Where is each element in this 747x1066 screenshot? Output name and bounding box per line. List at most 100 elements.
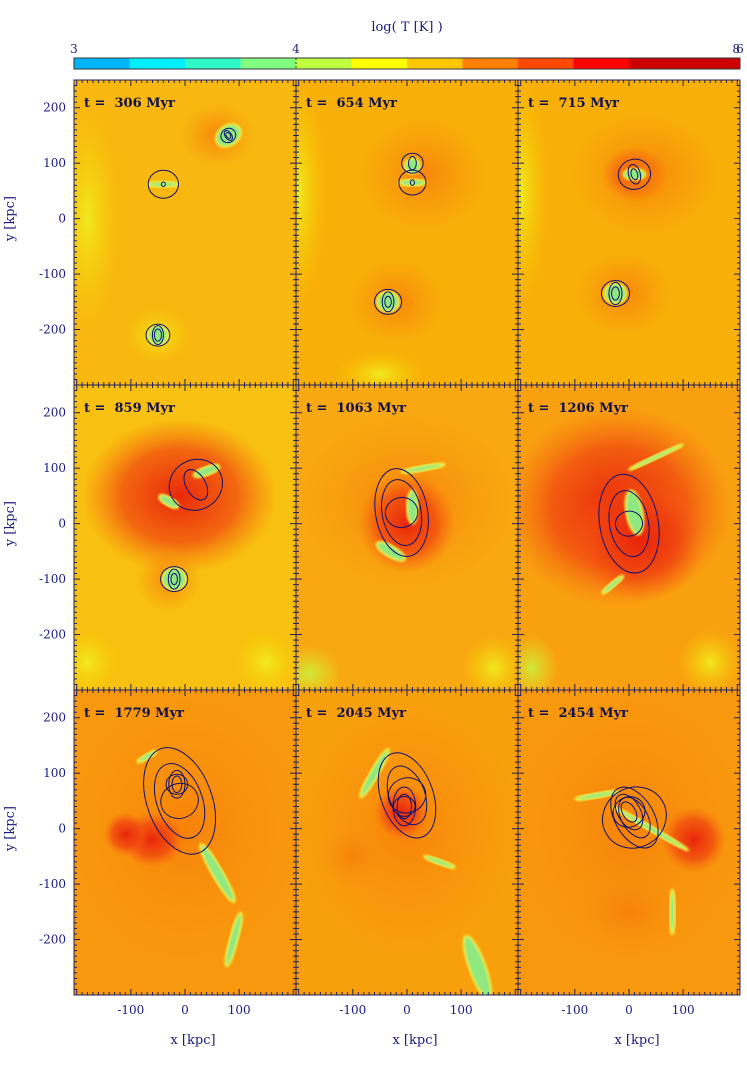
hot-gas-region (518, 634, 559, 690)
x-tick-label: -100 (117, 1003, 144, 1017)
x-axis-label: x [kpc] (614, 1033, 659, 1048)
cold-gas-clump (668, 888, 677, 935)
y-tick-label: -200 (39, 323, 66, 337)
x-axis-label: x [kpc] (170, 1033, 215, 1048)
temperature-map-panel: t = 1779 Myr (73, 689, 297, 996)
colorbar-segment (296, 58, 352, 69)
colorbar-segment (573, 58, 630, 69)
colorbar: 3 4 68 (70, 42, 744, 70)
hot-gas-region (358, 473, 456, 574)
density-contour (398, 169, 427, 196)
colorbar-tick-label: 3 (70, 42, 78, 56)
cold-gas-clump (462, 934, 493, 995)
panel-image (518, 385, 740, 690)
x-tick-label: -100 (561, 1003, 588, 1017)
cold-gas-clump (199, 843, 236, 903)
density-contour (611, 286, 620, 301)
density-contour (153, 763, 206, 839)
density-contour (145, 323, 171, 347)
panel-time-label: t = 1063 Myr (306, 401, 406, 416)
density-contour (151, 325, 164, 346)
colorbar-segment (351, 58, 408, 69)
colorbar-segment (129, 58, 186, 69)
density-contour (617, 158, 652, 190)
density-contour (171, 775, 183, 794)
panel-time-label: t = 654 Myr (306, 96, 397, 111)
x-tick-label: 0 (181, 1003, 189, 1017)
density-contour (384, 497, 419, 529)
density-contour (374, 468, 429, 557)
density-contour (183, 469, 209, 501)
hot-gas-region (82, 418, 278, 574)
density-contour (381, 291, 395, 313)
y-tick-label: -200 (39, 628, 66, 642)
cold-gas-clump (375, 540, 407, 562)
density-contour (392, 795, 416, 817)
density-contour (168, 769, 186, 799)
density-contour (598, 473, 660, 574)
x-tick-label: 100 (228, 1003, 251, 1017)
y-tick-label: -100 (39, 877, 66, 891)
panel-time-label: t = 1206 Myr (528, 401, 628, 416)
cold-gas-clump (622, 167, 647, 181)
x-axis-label: x [kpc] (392, 1033, 437, 1048)
hot-gas-region (518, 80, 548, 302)
y-tick-label: 200 (43, 101, 66, 115)
density-contour (610, 786, 659, 849)
panel-image (518, 690, 740, 995)
x-tick-label: 0 (625, 1003, 633, 1017)
panel-time-label: t = 715 Myr (528, 96, 619, 111)
x-tick-label: 0 (403, 1003, 411, 1017)
panel-time-label: t = 306 Myr (84, 96, 175, 111)
temperature-map-panel: t = 306 Myr (73, 79, 297, 386)
density-contour (401, 152, 424, 174)
density-contour (608, 281, 623, 306)
colorbar-segment (240, 58, 297, 69)
colorbar-segment (407, 58, 463, 69)
panel-time-label: t = 859 Myr (84, 401, 175, 416)
cold-gas-clump (400, 462, 446, 474)
temperature-map-panel: t = 2454 Myr (517, 689, 741, 996)
y-tick-label: -100 (39, 572, 66, 586)
hot-gas-region (296, 645, 343, 690)
cold-gas-clump (376, 290, 400, 313)
panel-grid: t = 306 Myr t = 654 Myr t = 715 Myr t = 859… (73, 79, 741, 996)
colorbar-segment (684, 58, 741, 69)
density-contour (170, 573, 178, 586)
x-tick-label: 100 (450, 1003, 473, 1017)
y-tick-label: -100 (39, 267, 66, 281)
panel-image (518, 80, 740, 385)
hot-gas-region (677, 629, 740, 690)
panel-time-label: t = 2454 Myr (528, 706, 628, 721)
cold-gas-clump (158, 493, 180, 510)
hot-gas-region (574, 479, 705, 602)
density-contour (614, 793, 644, 831)
density-contour (396, 793, 412, 820)
y-tick-label: 100 (43, 461, 66, 475)
y-tick-label: 0 (58, 822, 66, 836)
cold-gas-clump (601, 574, 625, 595)
density-contour (220, 127, 237, 144)
colorbar-tick-label: 8 (732, 42, 740, 56)
density-contour (384, 295, 392, 308)
cold-gas-clump (574, 789, 619, 802)
density-contour (627, 164, 642, 185)
cold-gas-clump (161, 567, 188, 592)
y-tick-label: 200 (43, 711, 66, 725)
hot-gas-region (661, 806, 727, 873)
density-contour (167, 568, 181, 590)
density-contour (160, 782, 199, 820)
x-tick-label: -100 (339, 1003, 366, 1017)
hot-gas-region (461, 634, 518, 690)
x-tick-label: 100 (672, 1003, 695, 1017)
y-tick-label: -200 (39, 933, 66, 947)
density-contour (608, 490, 650, 558)
density-contour (600, 280, 631, 307)
hot-gas-region (103, 812, 148, 857)
hot-gas-region (74, 690, 296, 968)
hot-gas-region (320, 823, 386, 890)
colorbar-label: log( T [K] ) (371, 20, 442, 35)
hot-gas-region (336, 351, 424, 385)
y-tick-label: 100 (43, 156, 66, 170)
hot-gas-region (296, 80, 326, 302)
